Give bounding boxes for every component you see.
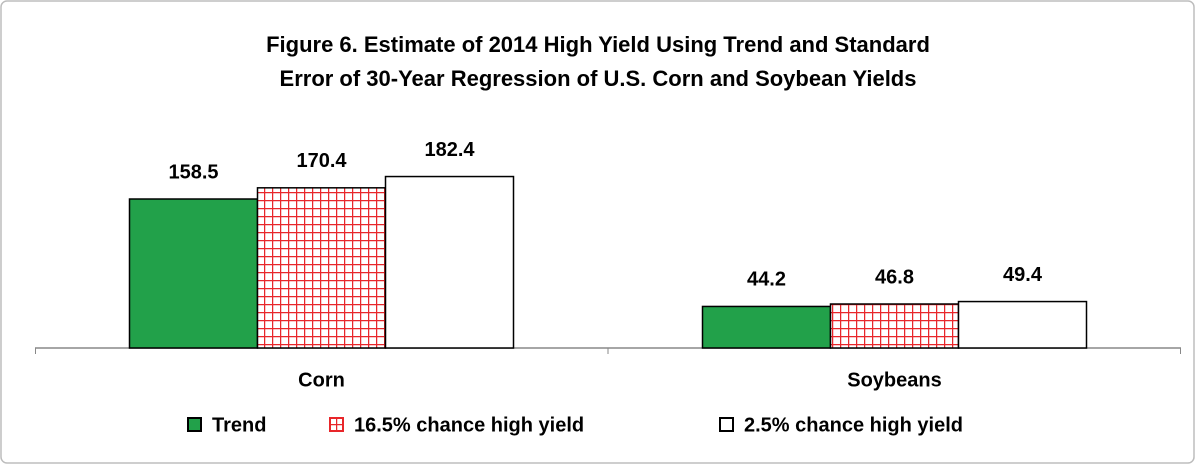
value-label: 170.4 (296, 150, 347, 172)
legend-swatch (329, 417, 344, 432)
x-tick-label: Corn (298, 369, 345, 391)
bar (256, 187, 387, 349)
bar (384, 175, 515, 349)
chart-subtitle: Error of 30-Year Regression of U.S. Corn… (280, 66, 917, 91)
legend-swatch (719, 417, 734, 432)
bar (701, 305, 832, 349)
x-tick-label: Soybeans (847, 369, 941, 391)
legend-label: 2.5% chance high yield (744, 414, 963, 436)
bar (957, 300, 1088, 349)
value-label: 158.5 (168, 161, 218, 183)
legend-label: 16.5% chance high yield (354, 414, 584, 436)
value-label: 182.4 (424, 139, 475, 161)
legend-swatch (187, 417, 202, 432)
value-label: 44.2 (747, 269, 786, 291)
value-label: 46.8 (875, 266, 914, 288)
bar (829, 303, 960, 349)
bar (128, 198, 259, 349)
value-label: 49.4 (1003, 264, 1043, 286)
legend-label: Trend (212, 414, 266, 436)
chart-title: Figure 6. Estimate of 2014 High Yield Us… (266, 32, 930, 57)
